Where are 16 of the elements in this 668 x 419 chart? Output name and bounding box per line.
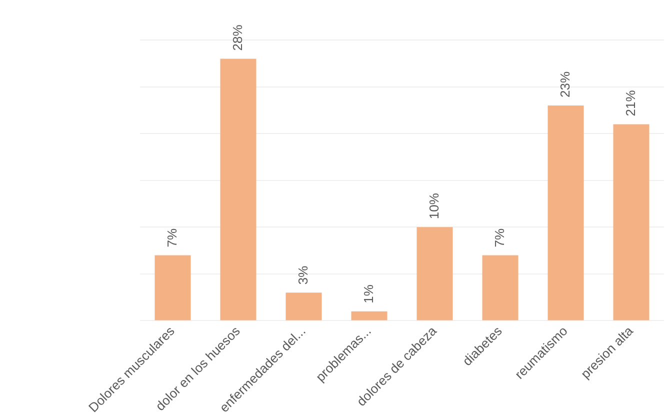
data-label: 7% (164, 228, 180, 248)
bar (286, 292, 322, 320)
bar (613, 124, 650, 320)
data-label: 3% (295, 265, 310, 285)
data-label: 28% (230, 24, 245, 51)
bar (416, 227, 453, 320)
data-label: 23% (557, 71, 572, 98)
bar (482, 255, 518, 320)
bar (548, 106, 584, 320)
bar (220, 58, 256, 320)
bar (154, 255, 191, 320)
bar (351, 311, 388, 320)
data-label: 21% (622, 90, 638, 116)
data-label: 7% (492, 228, 507, 248)
data-label: 1% (360, 284, 376, 304)
data-label: 10% (426, 192, 442, 220)
